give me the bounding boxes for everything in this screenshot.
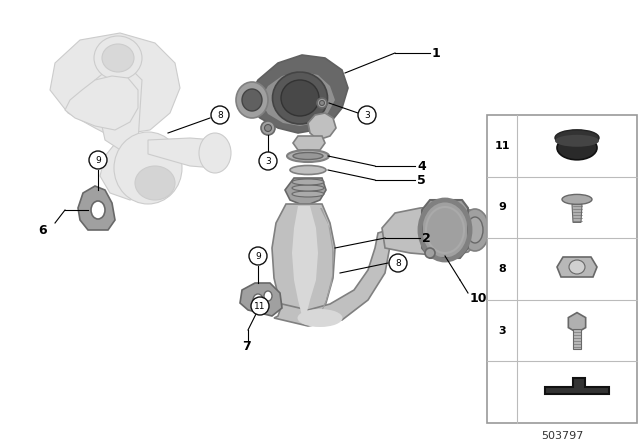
Ellipse shape <box>292 191 324 197</box>
Text: 3: 3 <box>265 156 271 165</box>
Text: 10: 10 <box>470 292 488 305</box>
Text: 7: 7 <box>242 340 251 353</box>
Circle shape <box>358 106 376 124</box>
Ellipse shape <box>293 152 323 159</box>
Text: 6: 6 <box>38 224 47 237</box>
Text: 8: 8 <box>498 264 506 274</box>
Bar <box>487 115 637 423</box>
Circle shape <box>249 247 267 265</box>
Ellipse shape <box>298 309 342 327</box>
Ellipse shape <box>273 72 328 124</box>
Text: 8: 8 <box>217 111 223 120</box>
Ellipse shape <box>236 82 268 118</box>
Text: 9: 9 <box>498 202 506 212</box>
Polygon shape <box>148 138 220 168</box>
Polygon shape <box>245 55 348 133</box>
Ellipse shape <box>290 165 326 175</box>
Ellipse shape <box>114 132 182 204</box>
Polygon shape <box>285 178 326 204</box>
Ellipse shape <box>461 209 489 251</box>
Ellipse shape <box>253 294 263 306</box>
Polygon shape <box>573 328 581 349</box>
Ellipse shape <box>102 44 134 72</box>
Ellipse shape <box>317 98 327 108</box>
Text: 2: 2 <box>422 232 431 245</box>
Text: 9: 9 <box>255 251 261 260</box>
Ellipse shape <box>91 201 105 219</box>
Ellipse shape <box>94 36 142 80</box>
Text: 5: 5 <box>417 173 426 186</box>
Ellipse shape <box>467 217 483 243</box>
Polygon shape <box>572 204 582 222</box>
Text: 3: 3 <box>364 111 370 120</box>
Polygon shape <box>260 71 335 126</box>
Text: 8: 8 <box>395 258 401 267</box>
Polygon shape <box>568 313 586 332</box>
Ellipse shape <box>569 260 585 274</box>
Text: 4: 4 <box>417 159 426 172</box>
Ellipse shape <box>555 130 599 146</box>
Ellipse shape <box>264 291 272 301</box>
Text: 503797: 503797 <box>541 431 583 441</box>
Ellipse shape <box>281 80 319 116</box>
Polygon shape <box>545 378 609 394</box>
Ellipse shape <box>425 248 435 258</box>
Circle shape <box>251 297 269 315</box>
Polygon shape <box>50 33 180 200</box>
Ellipse shape <box>557 136 597 160</box>
Text: 11: 11 <box>254 302 266 310</box>
Ellipse shape <box>562 194 592 204</box>
Ellipse shape <box>292 185 324 191</box>
Polygon shape <box>272 204 335 322</box>
Polygon shape <box>308 113 336 140</box>
Polygon shape <box>557 257 597 277</box>
Circle shape <box>259 152 277 170</box>
Ellipse shape <box>292 179 324 185</box>
Text: 1: 1 <box>432 47 441 60</box>
Ellipse shape <box>319 100 324 105</box>
Ellipse shape <box>264 125 271 132</box>
Polygon shape <box>382 206 480 256</box>
Ellipse shape <box>242 89 262 111</box>
Polygon shape <box>78 186 115 230</box>
Polygon shape <box>318 208 334 318</box>
Ellipse shape <box>287 150 329 162</box>
Text: 3: 3 <box>498 326 506 336</box>
Circle shape <box>89 151 107 169</box>
Ellipse shape <box>261 121 275 135</box>
Polygon shape <box>293 136 325 150</box>
Text: 11: 11 <box>494 141 509 151</box>
Polygon shape <box>95 66 142 153</box>
Circle shape <box>389 254 407 272</box>
Polygon shape <box>292 206 318 316</box>
Ellipse shape <box>555 135 599 147</box>
Circle shape <box>211 106 229 124</box>
Polygon shape <box>274 230 390 326</box>
Text: 9: 9 <box>95 155 101 164</box>
Ellipse shape <box>135 166 175 200</box>
Polygon shape <box>65 76 138 130</box>
Polygon shape <box>422 200 468 258</box>
Ellipse shape <box>199 133 231 173</box>
Polygon shape <box>240 283 282 316</box>
